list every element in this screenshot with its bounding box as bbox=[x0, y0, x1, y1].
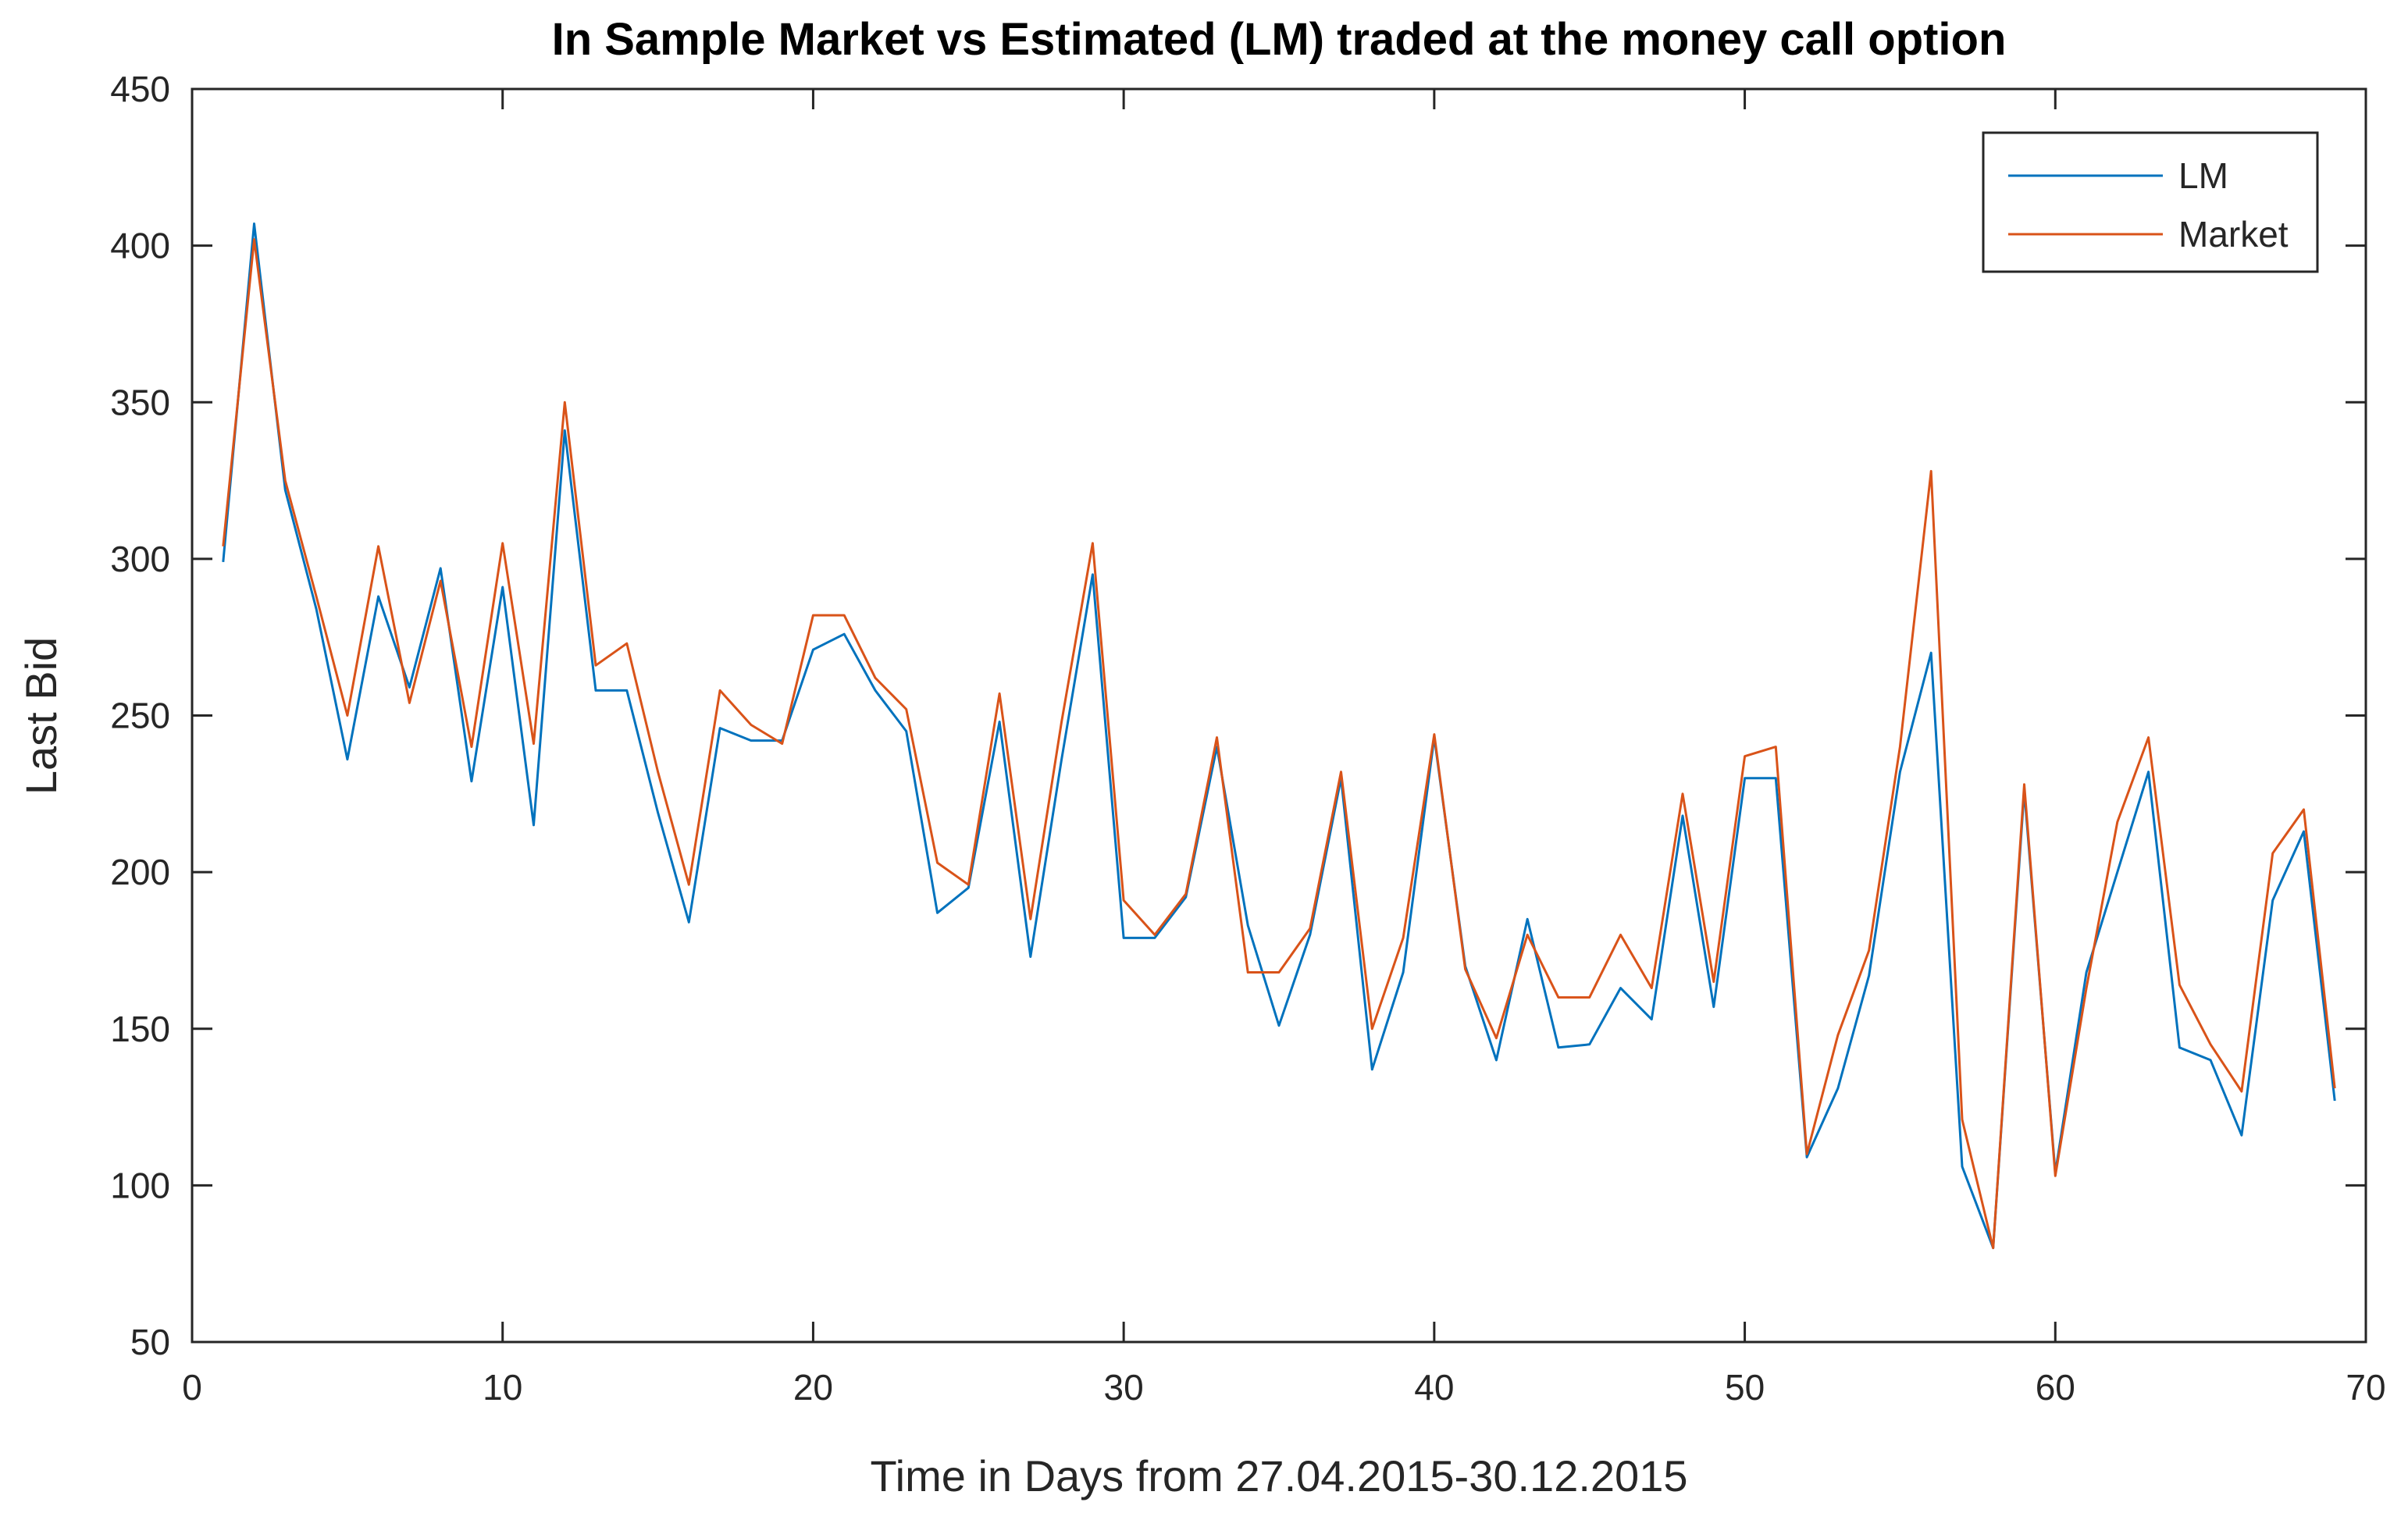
x-tick-label: 30 bbox=[1104, 1367, 1144, 1408]
y-tick-label: 150 bbox=[110, 1009, 170, 1049]
y-tick-label: 100 bbox=[110, 1165, 170, 1205]
y-tick-label: 200 bbox=[110, 852, 170, 892]
x-tick-label: 10 bbox=[483, 1367, 522, 1408]
x-tick-label: 0 bbox=[182, 1367, 202, 1408]
x-tick-label: 70 bbox=[2346, 1367, 2385, 1408]
x-tick-label: 40 bbox=[1414, 1367, 1454, 1408]
y-tick-label: 50 bbox=[130, 1322, 170, 1362]
x-tick-label: 60 bbox=[2036, 1367, 2075, 1408]
axes-box bbox=[191, 87, 2367, 1344]
legend-label-lm: LM bbox=[2178, 155, 2228, 196]
y-tick-label: 400 bbox=[110, 226, 170, 266]
y-tick-label: 300 bbox=[110, 539, 170, 579]
series-line-market bbox=[222, 238, 2336, 1250]
legend: LM Market bbox=[1982, 131, 2319, 273]
x-axis-ticks: 0 10 20 30 40 50 60 70 bbox=[182, 89, 2386, 1408]
x-tick-label: 20 bbox=[793, 1367, 833, 1408]
plot-area: 0 10 20 30 40 50 60 70 50 100 150 200 250 300 350 400 4… bbox=[110, 69, 2385, 1408]
x-tick-label: 50 bbox=[1725, 1367, 1765, 1408]
y-tick-label: 450 bbox=[110, 69, 170, 109]
x-axis-label: Time in Days from 27.04.2015-30.12.2015 bbox=[871, 1451, 1688, 1500]
y-tick-label: 250 bbox=[110, 696, 170, 736]
legend-label-market: Market bbox=[2178, 214, 2289, 255]
y-axis-ticks: 50 100 150 200 250 300 350 400 450 bbox=[110, 69, 2366, 1362]
chart-title: In Sample Market vs Estimated (LM) trade… bbox=[552, 14, 2007, 65]
y-tick-label: 350 bbox=[110, 382, 170, 422]
y-axis-label: Last Bid bbox=[16, 637, 66, 795]
legend-box bbox=[1982, 131, 2319, 273]
series-line-lm bbox=[222, 222, 2336, 1250]
series-lines bbox=[222, 222, 2336, 1250]
